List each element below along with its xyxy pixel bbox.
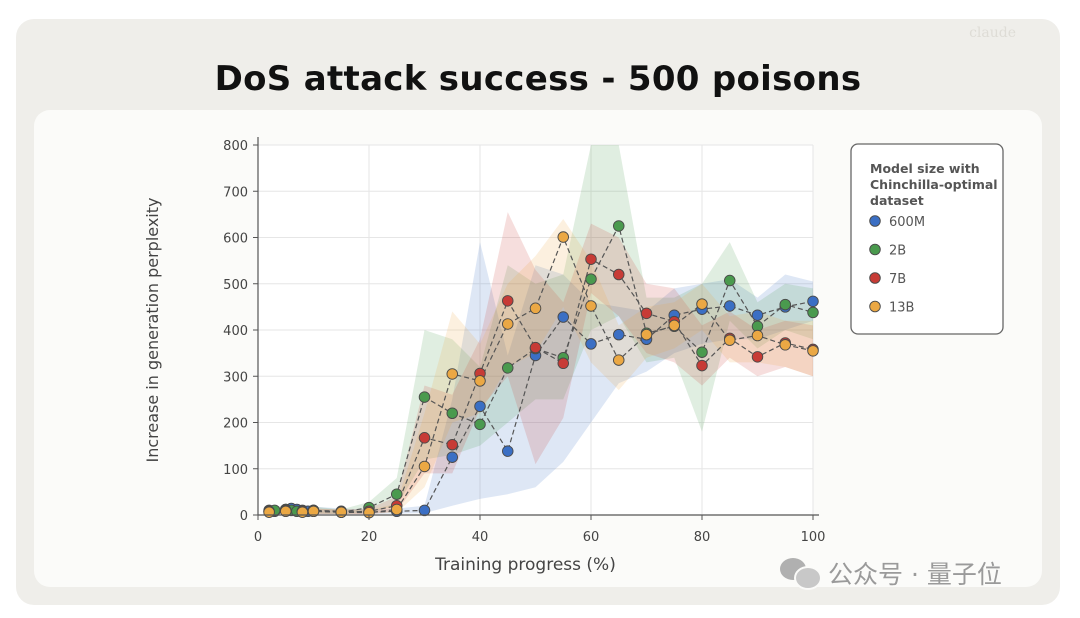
legend-box [850,143,1004,335]
point-2B [502,362,514,374]
band-2B [269,145,813,515]
point-13B [280,505,292,518]
point-13B [751,329,764,342]
point-600M [557,311,570,323]
wechat-icon [780,558,822,590]
point-2B [779,298,792,311]
point-600M [502,445,514,457]
point-13B [585,300,597,312]
point-7B [418,432,431,444]
y-tick-label: 0 [240,509,248,524]
point-600M [751,309,764,321]
point-600M [585,338,597,350]
y-tick-label: 500 [223,278,248,293]
point-600M [446,451,459,463]
y-tick-label: 100 [223,463,248,478]
point-7B [446,438,459,451]
point-13B [502,318,514,330]
band-7B [269,212,813,515]
legend-label-2B: 2B [889,244,906,259]
point-13B [296,506,309,518]
point-7B [557,357,570,370]
point-600M [418,504,431,517]
legend-marker-7B [869,272,881,284]
legend-marker-600M [869,215,881,227]
point-600M [474,400,486,413]
x-tick-label: 100 [801,530,826,545]
point-600M [807,295,819,308]
y-tick-label: 700 [223,185,248,200]
legend-marker-2B [869,243,881,256]
legend-label-7B: 7B [889,272,906,287]
band-600M [269,242,813,515]
point-13B [307,505,320,518]
point-13B [335,506,348,518]
legend-label-600M: 600M [889,215,925,230]
point-7B [640,307,653,320]
point-13B [696,298,708,310]
point-600M [724,300,736,312]
legend-label-13B: 13B [889,301,914,316]
x-tick-label: 0 [254,530,262,545]
point-2B [807,306,819,319]
y-axis-label: Increase in generation perplexity [143,198,162,463]
point-7B [529,341,542,354]
x-tick-label: 20 [361,530,378,545]
x-tick-label: 40 [472,530,489,545]
point-2B [613,220,625,232]
x-tick-label: 80 [694,530,711,545]
point-13B [418,460,431,473]
corner-watermark: claude [969,25,1016,41]
point-7B [502,295,514,307]
point-2B [418,391,431,403]
point-13B [446,368,459,380]
point-13B [529,302,542,315]
point-13B [640,328,653,341]
point-13B [613,354,625,366]
legend-marker-13B [869,300,881,313]
point-7B [751,351,764,363]
point-13B [807,345,819,357]
point-2B [724,274,736,287]
y-tick-label: 400 [223,324,248,339]
point-2B [391,488,403,500]
point-13B [557,231,570,243]
y-tick-label: 600 [223,232,248,247]
point-2B [696,346,708,358]
point-13B [391,503,403,516]
point-2B [446,407,459,420]
point-2B [474,418,486,431]
point-13B [263,506,275,518]
point-2B [585,273,597,285]
legend-title: Model size with Chinchilla-optimal dataset [870,161,998,208]
point-7B [585,253,597,265]
point-7B [613,268,625,281]
point-7B [696,359,708,372]
watermark-text: 公众号 · 量子位 [828,560,1002,589]
point-13B [724,334,736,346]
y-tick-label: 800 [223,139,248,154]
point-13B [474,375,486,387]
band-13B [269,219,813,515]
y-tick-label: 200 [223,417,248,432]
point-600M [613,328,625,341]
series-line-13B [269,235,814,514]
point-13B [668,319,681,332]
y-tick-label: 300 [223,370,248,385]
chart-title: DoS attack success - 500 poisons [214,59,862,99]
wechat-watermark: 公众号 · 量子位 [780,556,1002,590]
point-13B [779,339,792,351]
x-tick-label: 60 [583,530,600,545]
x-axis-label: Training progress (%) [434,555,616,575]
